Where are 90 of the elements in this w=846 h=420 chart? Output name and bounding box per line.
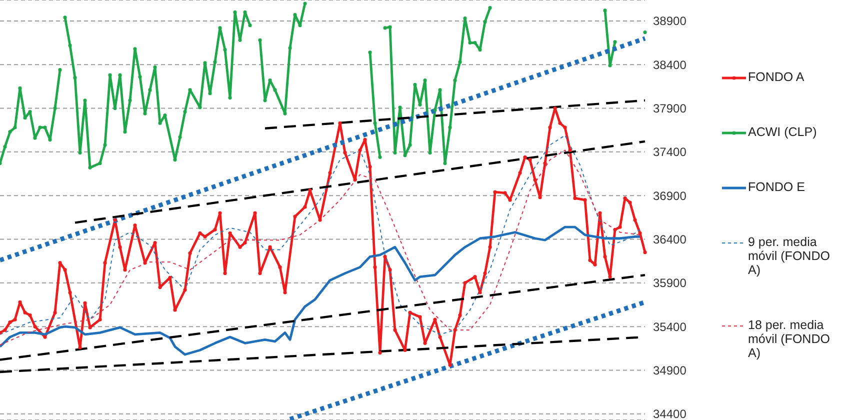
point xyxy=(488,6,492,10)
point xyxy=(263,98,267,102)
point xyxy=(283,112,287,116)
point xyxy=(463,16,467,20)
point xyxy=(203,61,207,65)
point xyxy=(458,60,462,64)
point xyxy=(33,136,37,140)
legend-label: ACWI (CLP) xyxy=(748,125,818,140)
point xyxy=(108,73,112,77)
point xyxy=(378,155,382,159)
point xyxy=(98,161,102,166)
point xyxy=(183,110,187,114)
point xyxy=(118,73,122,77)
point xyxy=(448,126,452,130)
point xyxy=(433,108,437,112)
point xyxy=(273,88,277,92)
point xyxy=(393,151,397,155)
y-tick-label: 37900 xyxy=(653,102,687,116)
point xyxy=(218,26,222,30)
point xyxy=(68,44,72,48)
point xyxy=(298,24,302,28)
point xyxy=(233,10,237,14)
point xyxy=(83,98,87,102)
point xyxy=(303,2,307,6)
point xyxy=(608,64,612,68)
point xyxy=(178,135,182,139)
point xyxy=(133,47,137,51)
point xyxy=(18,86,22,90)
point xyxy=(443,161,447,166)
point xyxy=(8,130,12,134)
point xyxy=(138,75,142,79)
y-tick-label: 38400 xyxy=(653,58,687,72)
point xyxy=(293,13,297,17)
point xyxy=(23,116,27,120)
point xyxy=(153,65,157,70)
point xyxy=(38,126,42,130)
point xyxy=(423,78,427,82)
point xyxy=(228,96,232,100)
point xyxy=(403,154,407,158)
point xyxy=(258,38,262,42)
point xyxy=(388,25,392,29)
y-tick-label: 36400 xyxy=(653,232,687,247)
point xyxy=(208,92,212,96)
point xyxy=(398,106,402,110)
point xyxy=(88,166,92,170)
point xyxy=(373,121,377,125)
point xyxy=(383,26,387,30)
point xyxy=(148,88,152,92)
point xyxy=(468,40,472,45)
point xyxy=(603,8,607,12)
point xyxy=(248,24,252,28)
y-tick-label: 34900 xyxy=(653,363,687,378)
point xyxy=(453,78,457,82)
point xyxy=(288,46,292,50)
point xyxy=(213,60,217,64)
point xyxy=(473,40,477,45)
point xyxy=(103,143,107,147)
point xyxy=(198,106,202,110)
point xyxy=(63,16,67,20)
legend-label: 9 per. media móvil (FONDO A) xyxy=(748,234,831,277)
y-tick-label: 35400 xyxy=(653,320,687,334)
point xyxy=(428,151,432,155)
point xyxy=(3,144,7,148)
legend-label: FONDO E xyxy=(748,180,806,194)
point xyxy=(143,112,147,116)
legend-label: FONDO A xyxy=(748,70,806,84)
point xyxy=(158,121,162,125)
point xyxy=(483,20,487,24)
point xyxy=(78,151,82,155)
point xyxy=(73,76,77,80)
line-series xyxy=(0,226,642,356)
legend-label: 18 per. media móvil (FONDO A) xyxy=(748,318,831,360)
y-tick-label: 34400 xyxy=(653,407,687,420)
point xyxy=(368,50,372,54)
point xyxy=(408,143,412,147)
y-tick-label: 35900 xyxy=(653,276,687,290)
point xyxy=(128,98,132,102)
point xyxy=(48,138,52,142)
point xyxy=(13,126,17,130)
point xyxy=(438,88,442,92)
point xyxy=(43,126,47,130)
point xyxy=(413,82,417,86)
point xyxy=(58,68,62,72)
y-tick-label: 37400 xyxy=(653,145,687,160)
y-tick-label: 38900 xyxy=(653,14,687,28)
point xyxy=(123,130,127,134)
point xyxy=(613,40,617,44)
point xyxy=(223,48,227,52)
point xyxy=(53,106,57,110)
y-tick-label: 36900 xyxy=(653,188,687,203)
